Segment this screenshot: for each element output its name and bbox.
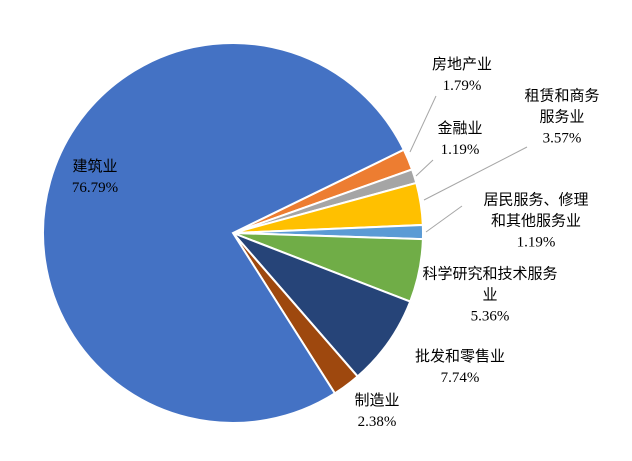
category-label: 科学研究和技术服务业 [422, 266, 558, 304]
leader-line [425, 205, 463, 233]
category-label: 建筑业 [72, 159, 118, 175]
category-label: 租赁和商务服务业 [524, 88, 600, 126]
category-label: 批发和零售业 [414, 349, 505, 365]
slice-label: 批发和零售业 7.74% [399, 347, 521, 389]
category-label: 房地产业 [431, 57, 492, 73]
value-label: 3.57% [542, 130, 582, 147]
leader-line [423, 146, 528, 201]
slice-label: 居民服务、修理和其他服务业 1.19% [480, 191, 592, 254]
value-label: 2.38% [357, 414, 397, 430]
category-label: 金融业 [437, 121, 483, 137]
slice-label: 制造业 2.38% [345, 391, 409, 433]
slice-label: 建筑业 76.79% [63, 157, 127, 199]
slice-label: 租赁和商务服务业 3.57% [522, 87, 602, 150]
value-label: 5.36% [470, 308, 510, 325]
value-label: 7.74% [440, 370, 480, 386]
pie-slice [232, 232, 412, 378]
pie-slice [42, 42, 406, 424]
slice-label: 科学研究和技术服务业 5.36% [420, 265, 560, 328]
slice-label: 金融业 1.19% [430, 119, 490, 161]
leader-line [415, 159, 434, 177]
value-label: 1.19% [516, 234, 556, 251]
slice-label: 房地产业 1.79% [422, 55, 502, 97]
value-label: 1.79% [442, 78, 482, 94]
value-label: 1.19% [440, 142, 480, 158]
value-label: 76.79% [71, 180, 119, 196]
category-label: 制造业 [354, 393, 400, 409]
leader-line [409, 95, 437, 153]
category-label: 居民服务、修理和其他服务业 [483, 192, 589, 230]
